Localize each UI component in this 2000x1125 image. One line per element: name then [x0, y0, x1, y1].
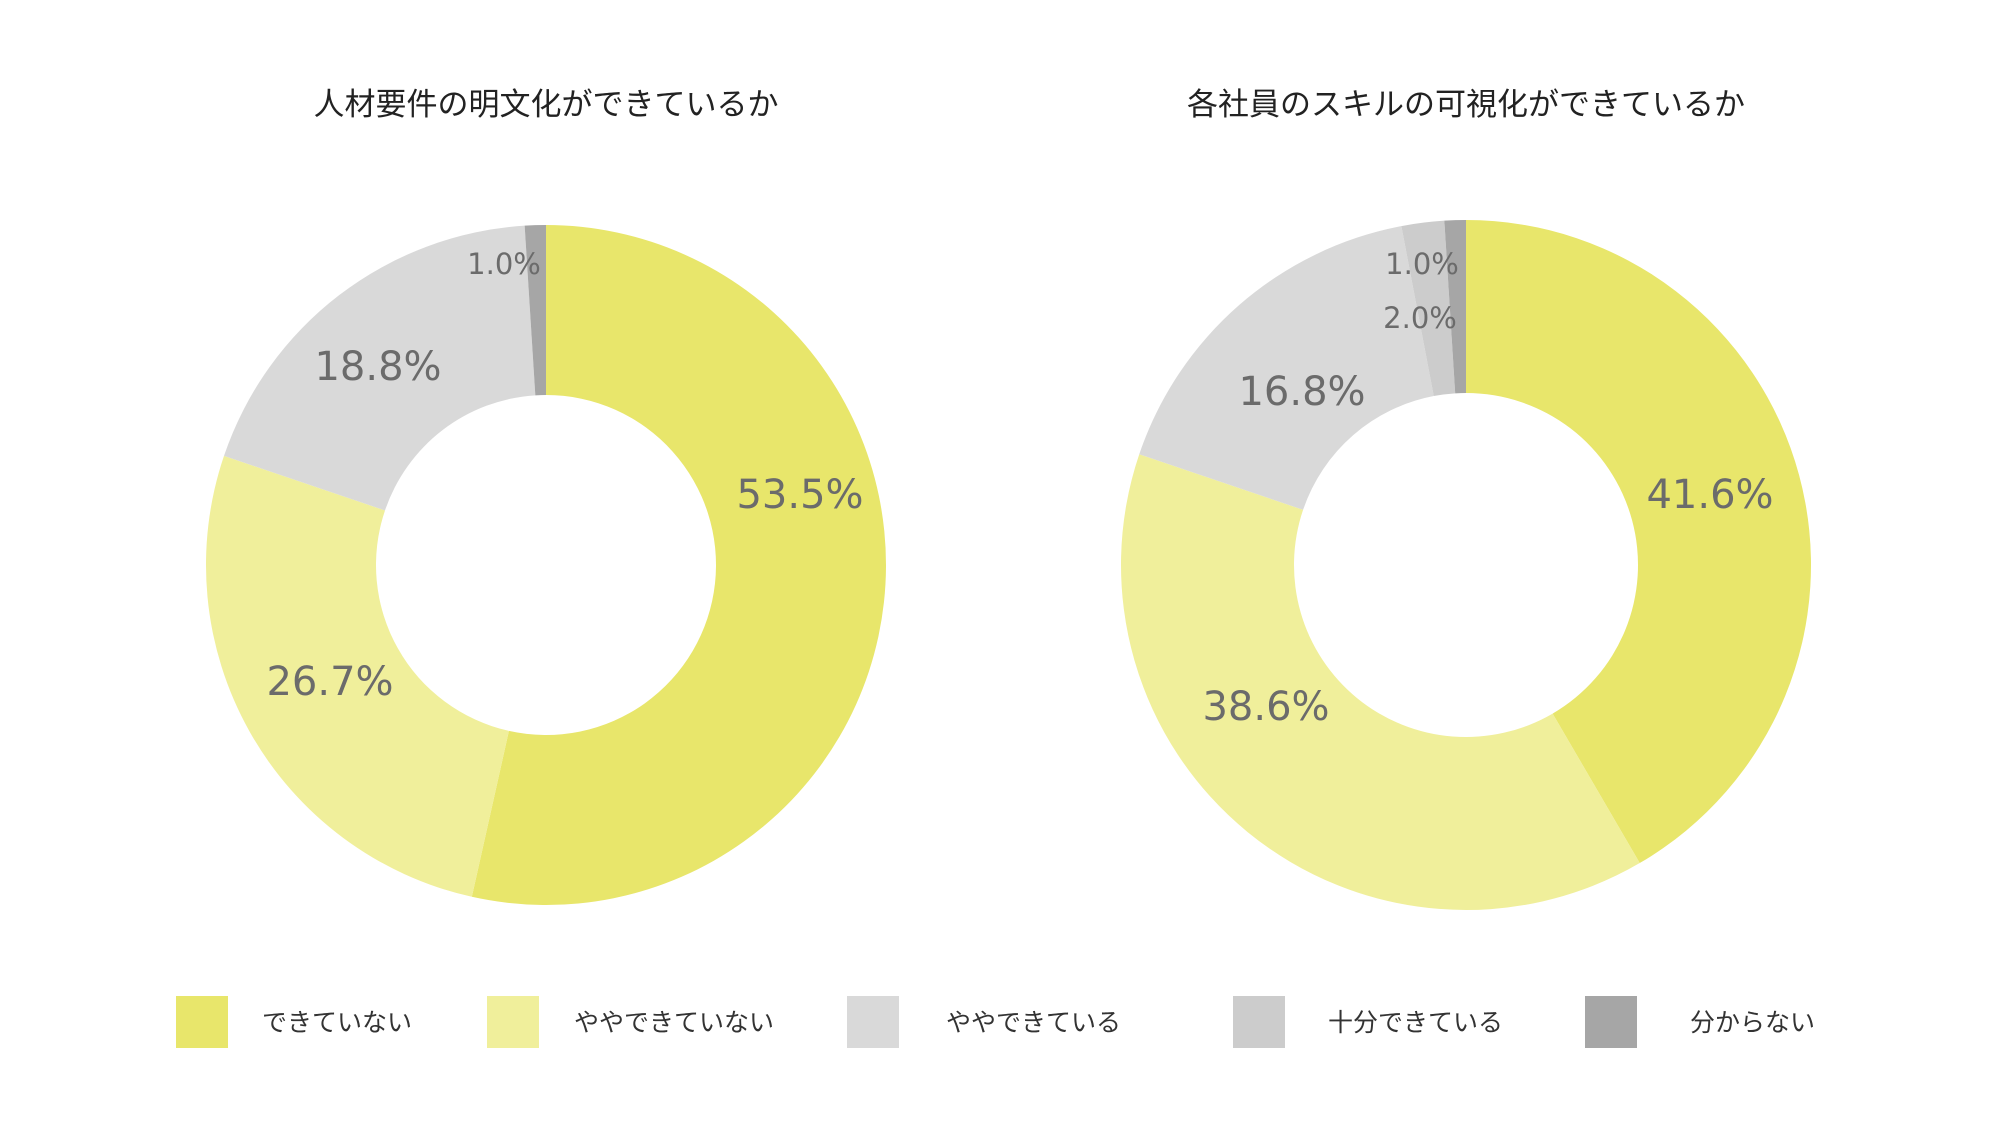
donut-slice-2	[206, 455, 509, 897]
legend-swatch	[1585, 996, 1637, 1048]
slice-label: 18.8%	[314, 344, 441, 390]
donut-chart-2: 各社員のスキルの可視化ができているか 41.6% 38.6% 16.8% 2.0% 1.0…	[1120, 87, 1812, 910]
charts-layer: 人材要件の明文化ができているか53.5%26.7%18.8%1.0%各社員のスキ…	[206, 87, 1812, 910]
legend: できていない ややできていない ややできている 十分できている 分からない	[176, 996, 1815, 1048]
legend-label: ややできていない	[574, 1008, 774, 1037]
slice-label: 1.0%	[1385, 247, 1459, 281]
legend-item: 分からない	[1585, 996, 1815, 1048]
legend-item: 十分できている	[1233, 996, 1503, 1048]
legend-swatch	[847, 996, 899, 1048]
donut-slice-3	[223, 225, 536, 511]
donut-slice-3	[1139, 226, 1434, 510]
slice-label: 2.0%	[1383, 301, 1457, 335]
slice-label: 1.0%	[467, 247, 541, 281]
legend-swatch	[487, 996, 539, 1048]
legend-item: ややできている	[847, 996, 1121, 1048]
donut-slice-1	[471, 225, 887, 905]
donut-chart-1: 人材要件の明文化ができているか 53.5% 26.7% 18.8% 1.0%	[206, 87, 887, 905]
legend-label: できていない	[262, 1008, 412, 1037]
legend-item: できていない	[176, 996, 412, 1048]
donut-slice-5	[524, 225, 546, 396]
slice-label: 53.5%	[736, 472, 863, 518]
donut-slice-5	[1444, 220, 1466, 394]
legend-label: 十分できている	[1328, 1008, 1503, 1037]
legend-swatch	[176, 996, 228, 1048]
chart-title: 各社員のスキルの可視化ができているか	[1187, 87, 1745, 123]
legend-swatch	[1233, 996, 1285, 1048]
donut-slice-1	[1466, 220, 1812, 864]
slice-label: 26.7%	[266, 659, 393, 705]
donut-slice-2	[1120, 454, 1640, 910]
legend-label: 分からない	[1690, 1008, 1815, 1037]
legend-label: ややできている	[946, 1008, 1121, 1037]
slice-label: 41.6%	[1646, 472, 1773, 518]
legend-item: ややできていない	[487, 996, 774, 1048]
slice-label: 38.6%	[1202, 684, 1329, 730]
chart-title: 人材要件の明文化ができているか	[314, 87, 779, 123]
donut-slice-4	[1401, 220, 1456, 397]
slice-label: 16.8%	[1238, 369, 1365, 415]
